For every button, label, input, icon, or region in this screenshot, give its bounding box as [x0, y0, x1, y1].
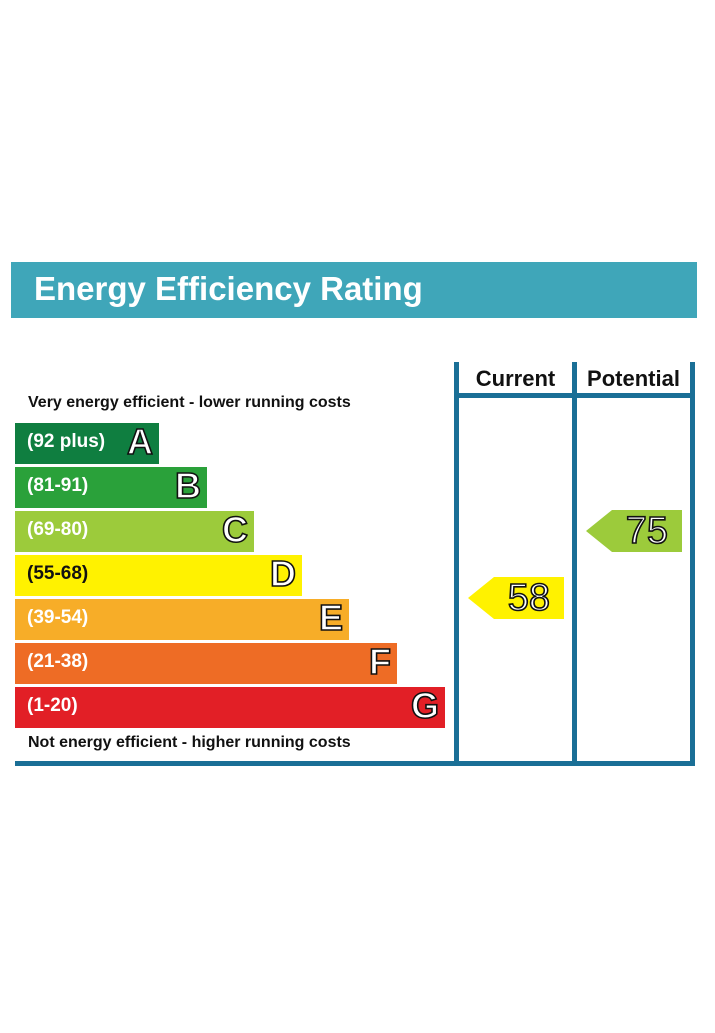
divider-right [690, 362, 695, 766]
current-arrow-shape [468, 577, 564, 619]
band-letter-label: A [126, 420, 154, 463]
column-header-potential: Potential [587, 366, 680, 391]
bottom-caption: Not energy efficient - higher running co… [28, 734, 351, 751]
potential-arrow-shape [586, 510, 682, 552]
band-range-label: (69-80) [27, 519, 89, 540]
current-rating-value: 58 [507, 576, 551, 620]
band-f: (21-38) F [15, 640, 397, 684]
band-letter-label: E [318, 596, 344, 639]
current-rating-arrow: 58 [468, 576, 564, 620]
divider-left [454, 362, 459, 766]
potential-rating-arrow: 75 [586, 509, 682, 553]
band-g: (1-20) G [15, 684, 445, 728]
divider-middle [572, 362, 577, 766]
band-range-label: (55-68) [27, 563, 89, 584]
top-caption: Very energy efficient - lower running co… [28, 394, 351, 411]
band-letter-label: C [221, 508, 249, 551]
band-e: (39-54) E [15, 596, 349, 640]
band-d: (55-68) D [15, 552, 302, 596]
title-bar: Energy Efficiency Rating [11, 262, 697, 318]
band-letter-label: D [269, 552, 297, 595]
band-range-label: (92 plus) [27, 431, 106, 452]
band-range-label: (1-20) [27, 695, 78, 716]
band-range-label: (21-38) [27, 651, 89, 672]
header-underline [454, 393, 695, 398]
band-letter-label: G [410, 684, 440, 727]
band-c: (69-80) C [15, 508, 254, 552]
band-letter-label: F [368, 640, 392, 683]
band-b: (81-91) B [15, 464, 207, 508]
band-letter-label: B [174, 464, 202, 507]
chart-title: Energy Efficiency Rating [34, 270, 423, 307]
band-a: (92 plus) A [15, 420, 159, 464]
potential-rating-value: 75 [625, 509, 669, 553]
column-header-current: Current [475, 366, 556, 391]
bottom-border [15, 761, 695, 766]
band-range-label: (81-91) [27, 475, 89, 496]
band-range-label: (39-54) [27, 607, 89, 628]
